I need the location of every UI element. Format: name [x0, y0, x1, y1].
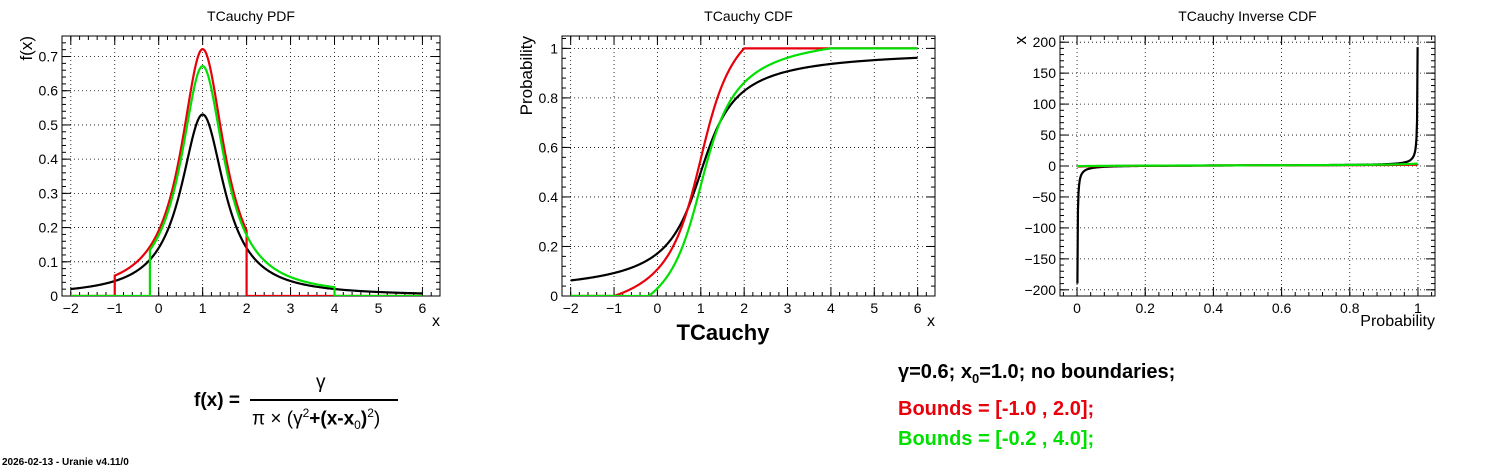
- x-tick-label: 5: [870, 300, 878, 316]
- y-tick-label: −100: [1024, 220, 1056, 236]
- x-tick-label: −2: [563, 300, 579, 316]
- y-tick-label: −50: [1032, 189, 1056, 205]
- y-tick-label: 0: [550, 288, 558, 304]
- x-tick-label: 3: [784, 300, 792, 316]
- legend-line1-a: γ=0.6; x: [898, 361, 972, 383]
- y-tick-label: 150: [1033, 65, 1057, 81]
- x-axis-label: x: [927, 313, 935, 330]
- legend-line-red: Bounds = [-1.0 , 2.0];: [898, 398, 1095, 420]
- legend-line1-b: =1.0; no boundaries;: [979, 361, 1176, 383]
- x-tick-label: 1: [697, 300, 705, 316]
- y-tick-label: 50: [1040, 127, 1056, 143]
- x-tick-label: 0: [1073, 300, 1081, 316]
- x-tick-label: −1: [107, 300, 123, 316]
- y-tick-label: 0.3: [39, 185, 59, 201]
- series-black-line: [570, 56, 918, 282]
- plot-frame: [561, 35, 936, 297]
- x-tick-label: 4: [827, 300, 835, 316]
- legend: γ=0.6; x0=1.0; no boundaries; Bounds = […: [898, 357, 1175, 454]
- y-tick-label: 200: [1033, 34, 1057, 50]
- panel-title: TCauchy PDF: [207, 8, 295, 24]
- x-tick-label: 1: [1414, 300, 1422, 316]
- y-tick-label: 0.4: [539, 189, 559, 205]
- x-tick-label: 3: [287, 300, 295, 316]
- x-tick-label: 0.2: [1135, 300, 1155, 316]
- formula-den-sub: 0: [354, 418, 361, 433]
- y-tick-label: 0.5: [39, 117, 59, 133]
- y-tick-label: 100: [1033, 96, 1057, 112]
- plot-frame: [61, 35, 441, 297]
- y-tick-label: 1: [550, 40, 558, 56]
- formula-fraction-bar: [250, 399, 398, 401]
- series-green-line: [1077, 162, 1418, 168]
- x-tick-label: 0: [654, 300, 662, 316]
- inverse-cdf-panel: TCauchy Inverse CDF 0 0.2 0.4 0.6 0.8 1 −200 −15…: [1011, 8, 1436, 330]
- y-tick-label: 0.1: [39, 254, 59, 270]
- formula-numerator: γ: [316, 372, 326, 393]
- y-tick-label: 0.2: [39, 220, 59, 236]
- x-axis-label: x: [432, 313, 440, 330]
- cdf-panel: TCauchy CDF −2 −1 0 1 2 3 4 5 6 0 0.2 0.4 0.6 0.8 1 x Pro…: [517, 8, 936, 330]
- x-tick-label: 0.8: [1340, 300, 1360, 316]
- legend-line-green: Bounds = [-0.2 , 4.0];: [898, 428, 1095, 450]
- y-tick-label: 0: [1048, 158, 1056, 174]
- x-tick-label: 1: [199, 300, 207, 316]
- formula-lhs: f(x) =: [194, 390, 240, 411]
- formula-den-sq1: 2: [302, 406, 310, 420]
- panel-title: TCauchy Inverse CDF: [1178, 8, 1316, 24]
- y-tick-label: 0.6: [539, 139, 559, 155]
- legend-line-black: γ=0.6; x0=1.0; no boundaries;: [898, 357, 1175, 394]
- plot-frame: [1059, 35, 1436, 297]
- footer-version: 2026-02-13 - Uranie v4.11/0: [2, 457, 129, 468]
- x-tick-label: −2: [63, 300, 79, 316]
- y-tick-label: 0.7: [39, 49, 59, 65]
- y-tick-label: 0: [50, 288, 58, 304]
- formula-den-sq2: 2: [367, 406, 374, 420]
- x-tick-label: 0.4: [1204, 300, 1224, 316]
- x-tick-label: 5: [375, 300, 383, 316]
- y-axis-label: f(x): [17, 36, 36, 61]
- y-tick-label: 0.8: [539, 90, 559, 106]
- caption-title: TCauchy: [677, 320, 771, 345]
- x-axis-label: Probability: [1360, 313, 1435, 330]
- x-tick-label: 2: [740, 300, 748, 316]
- pdf-formula: f(x) = γ π × (γ2+(x-x0)2): [190, 372, 430, 442]
- y-tick-label: −150: [1024, 251, 1056, 267]
- formula-den-mid: +(x-x: [309, 408, 355, 430]
- series-red-line: [70, 48, 423, 296]
- formula-denominator: π × (γ2+(x-x0)2): [252, 406, 380, 432]
- formula-den-end: ): [373, 408, 381, 430]
- series-green-line: [570, 47, 918, 296]
- y-tick-label: −200: [1024, 282, 1056, 298]
- formula-den-pi: π × (γ: [252, 408, 303, 430]
- legend-line1-sub: 0: [971, 371, 980, 386]
- x-tick-label: 6: [419, 300, 427, 316]
- x-tick-label: 4: [331, 300, 339, 316]
- series-green-line: [70, 65, 423, 296]
- x-tick-label: 6: [914, 300, 922, 316]
- y-tick-label: 0.2: [539, 238, 559, 254]
- x-tick-label: 2: [243, 300, 251, 316]
- x-tick-label: −1: [606, 300, 622, 316]
- x-tick-label: 0: [155, 300, 163, 316]
- y-tick-label: 0.6: [39, 83, 59, 99]
- y-axis-label: Probability: [517, 36, 536, 116]
- formula-den-close: ): [360, 408, 368, 430]
- y-axis-label: x: [1011, 36, 1030, 45]
- panel-title: TCauchy CDF: [704, 8, 793, 24]
- y-tick-label: 0.4: [39, 151, 59, 167]
- pdf-panel: TCauchy PDF −2 −1 0 1 2 3 4 5 6 0 0.1 0.2 0.3 0.4 0.5 0.…: [17, 8, 441, 330]
- x-tick-label: 0.6: [1272, 300, 1292, 316]
